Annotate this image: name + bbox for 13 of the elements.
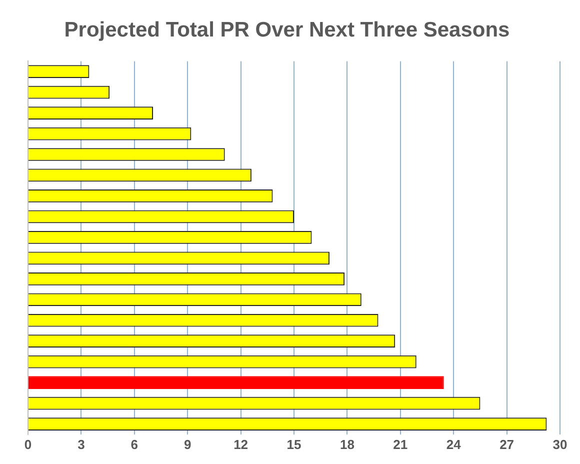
x-tick-label: 3	[78, 436, 85, 452]
bar	[28, 376, 444, 389]
x-tick-label: 12	[234, 436, 248, 452]
x-tick-label: 30	[552, 436, 568, 452]
x-tick-label: 9	[184, 436, 192, 452]
x-tick-label: 21	[393, 436, 408, 452]
x-tick-label: 27	[500, 436, 514, 452]
x-tick-label: 15	[286, 436, 302, 452]
x-tick-label: 0	[24, 436, 32, 452]
x-tick-label: 18	[340, 436, 354, 452]
x-tick-label: 6	[130, 436, 138, 452]
x-tick-label: 24	[446, 436, 462, 452]
chart-title: Projected Total PR Over Next Three Seasons	[64, 18, 510, 42]
